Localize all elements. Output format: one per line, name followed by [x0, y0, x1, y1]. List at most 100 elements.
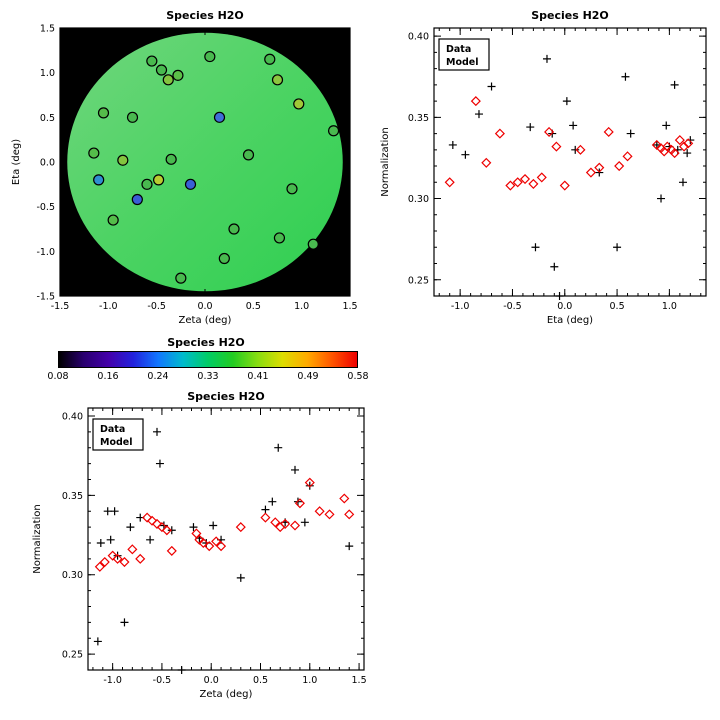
- map-data-point: [88, 147, 100, 159]
- y-tick-label: 0.30: [62, 570, 83, 581]
- data-point-plus: [103, 507, 112, 516]
- model-point-diamond: [198, 537, 209, 549]
- data-point-plus: [120, 618, 129, 627]
- model-point-diamond: [622, 151, 633, 162]
- legend-label: Model: [446, 57, 478, 68]
- x-axis-label: Zeta (deg): [200, 689, 253, 700]
- model-point-diamond: [142, 512, 153, 523]
- map-data-point: [184, 178, 197, 190]
- data-point-plus: [670, 80, 679, 89]
- model-point-diamond: [669, 148, 680, 159]
- model-point-diamond: [662, 141, 673, 152]
- colorbar-title: Species H2O: [167, 336, 245, 349]
- data-point-plus: [448, 140, 457, 149]
- data-point-plus: [189, 523, 198, 532]
- y-tick-label: 0.30: [408, 194, 429, 205]
- model-point-diamond: [674, 135, 685, 146]
- map-data-point: [327, 125, 340, 137]
- data-point-plus: [209, 521, 218, 530]
- model-point-diamond: [112, 553, 123, 564]
- model-point-diamond: [107, 550, 118, 561]
- data-point-plus: [531, 243, 540, 252]
- x-tick-label: 1.5: [352, 675, 367, 686]
- eta-scatter-plot: Species H2O -1.0 -0.5 0.0 0.5 1.0 0.25 0.30 0.35…: [380, 9, 707, 326]
- x-tick-label: 0.0: [204, 675, 219, 686]
- model-point-diamond: [294, 498, 305, 509]
- x-tick-label: 1.5: [342, 301, 357, 312]
- model-point-diamond: [304, 477, 315, 488]
- colorbar-tick-label: 0.41: [247, 371, 269, 382]
- map-data-point: [307, 238, 319, 250]
- data-point-plus: [626, 129, 635, 138]
- y-tick-label: 0.25: [408, 275, 429, 286]
- y-tick-label: 0.25: [62, 650, 83, 661]
- colorbar-tick-labels: 0.08 0.16 0.24 0.33 0.41 0.49 0.58: [47, 371, 368, 383]
- x-tick-label: 1.0: [302, 675, 317, 686]
- data-point-plus: [300, 518, 309, 527]
- model-point-diamond: [135, 553, 146, 564]
- y-tick-label: 0.35: [62, 491, 83, 502]
- data-point-plus: [461, 150, 470, 159]
- map-data-point: [204, 50, 216, 63]
- x-tick-label: 0.5: [246, 301, 261, 312]
- model-point-diamond: [683, 138, 694, 149]
- model-point-diamond: [494, 128, 505, 139]
- colorbar-tick-label: 0.58: [347, 371, 369, 382]
- model-point-diamond: [678, 141, 690, 152]
- plot-title: Species H2O: [187, 390, 265, 403]
- model-point-diamond: [211, 536, 222, 547]
- colorbar-gradient-bar: [58, 351, 358, 368]
- data-point-plus: [662, 121, 671, 130]
- model-point-diamond: [575, 144, 586, 155]
- model-point-diamond: [505, 180, 516, 191]
- y-axis-label: Eta (deg): [11, 139, 22, 185]
- model-point-diamond: [603, 126, 614, 138]
- y-tick-label: 0.35: [408, 113, 429, 124]
- y-tick-label: -1.0: [36, 247, 55, 258]
- model-point-diamond: [119, 556, 130, 568]
- y-tick-label: 1.0: [40, 68, 55, 79]
- x-tick-label: 0.0: [197, 301, 212, 312]
- model-point-diamond: [127, 544, 138, 555]
- model-point-diamond: [481, 157, 492, 168]
- model-point-diamond: [156, 522, 167, 533]
- y-tick-label: 0.5: [40, 113, 55, 124]
- data-point-plus: [236, 573, 245, 582]
- model-point-diamond: [270, 517, 281, 528]
- axis-frame: [87, 407, 365, 671]
- model-point-diamond: [651, 139, 662, 150]
- model-point-diamond: [470, 96, 481, 107]
- map-data-point: [172, 69, 184, 81]
- x-tick-label: 1.0: [294, 301, 309, 312]
- map-data-point: [141, 178, 153, 190]
- data-point-plus: [678, 178, 687, 187]
- x-tick-label: -1.0: [103, 675, 122, 686]
- map-data-point: [162, 74, 174, 86]
- map-data-point: [131, 193, 143, 206]
- zeta-scatter-plot: Species H2O -1.0 -0.5 0.0 0.5 1.0 1.5 0.25 0.30 0…: [32, 390, 367, 700]
- x-tick-label: -0.5: [153, 675, 172, 686]
- data-point-plus: [474, 110, 483, 119]
- map-data-point: [165, 153, 177, 165]
- data-point-plus: [526, 123, 535, 132]
- data-point-plus: [555, 292, 564, 300]
- map-plot: Species H2O -1.5 -1.0 -0.5 0.0 0.5 1.0 1.5 -1.5 -…: [11, 9, 358, 326]
- data-point-plus: [571, 145, 580, 154]
- y-axis-label: Normalization: [380, 127, 391, 197]
- model-point-diamond: [528, 178, 539, 189]
- colorbar-tick-label: 0.49: [297, 371, 319, 382]
- legend-label: Model: [100, 437, 132, 448]
- map-field-ellipse: [67, 32, 343, 292]
- x-tick-label: -0.5: [147, 301, 166, 312]
- map-data-point: [107, 214, 119, 226]
- plot-title: Species H2O: [531, 9, 609, 22]
- map-data-point: [273, 232, 286, 244]
- eta-scatter-panel: Species H2O -1.0 -0.5 0.0 0.5 1.0 0.25 0.30 0.35…: [376, 4, 716, 340]
- y-tick-label: 1.5: [40, 24, 55, 35]
- colorbar-tick-label: 0.33: [197, 371, 219, 382]
- colorbar-tick-label: 0.16: [97, 371, 119, 382]
- model-point-diamond: [544, 126, 555, 138]
- model-point-diamond: [551, 141, 562, 152]
- map-data-point: [146, 55, 158, 67]
- map-data-point: [271, 74, 284, 86]
